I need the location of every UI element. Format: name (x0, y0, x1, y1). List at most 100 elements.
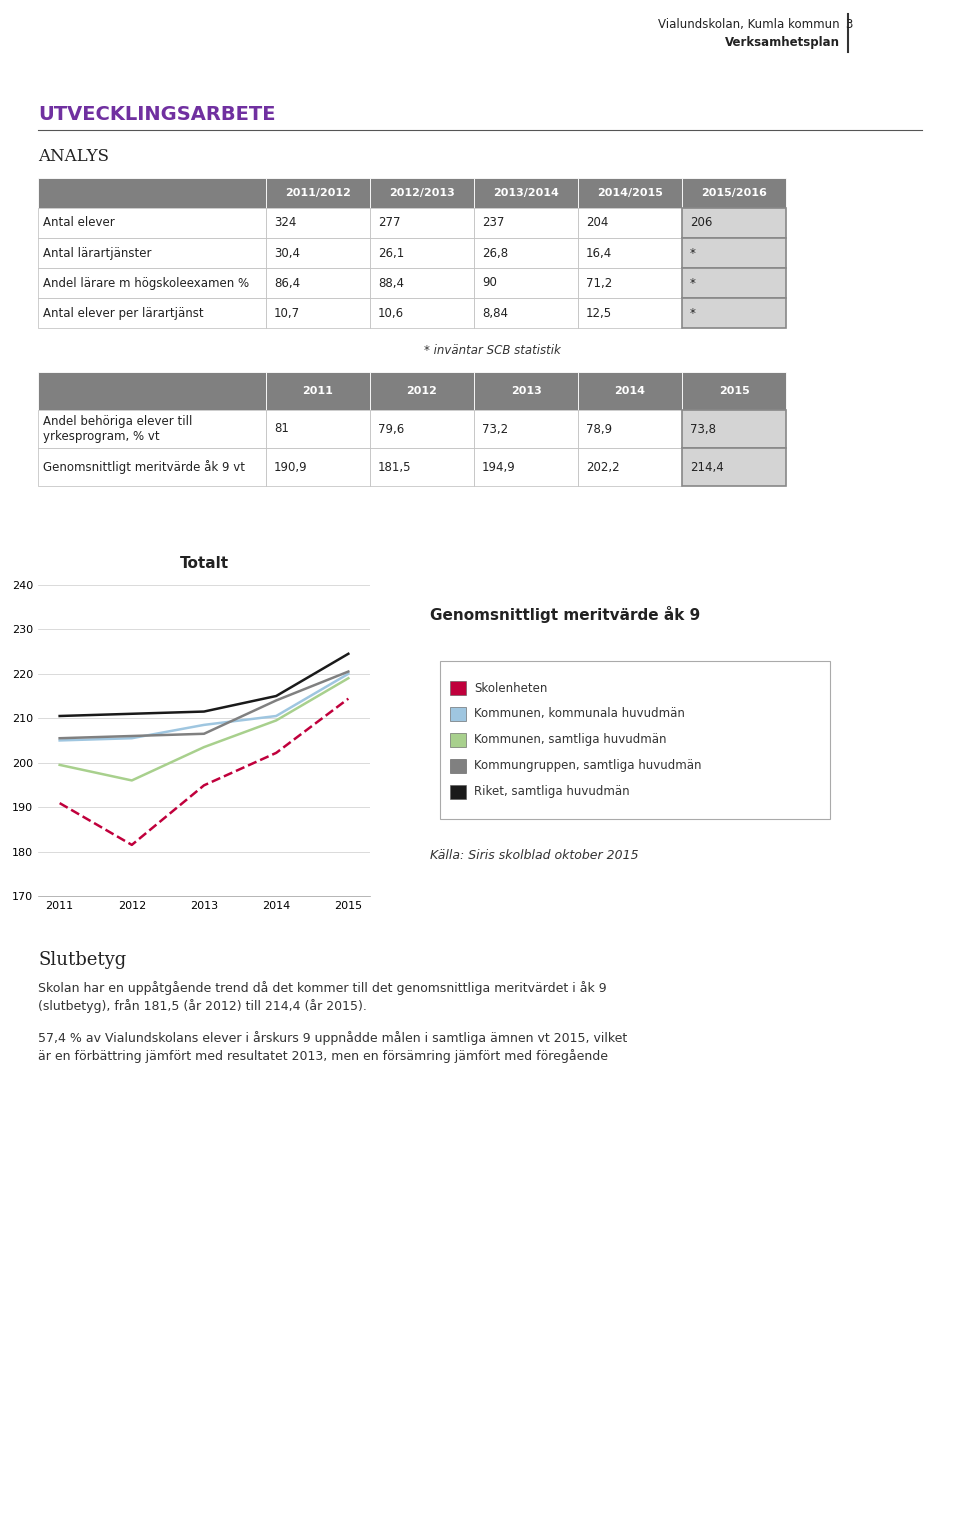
Text: 88,4: 88,4 (378, 276, 404, 290)
Text: 3: 3 (845, 18, 852, 30)
Bar (450, 707, 466, 721)
Text: 2011/2012: 2011/2012 (285, 187, 351, 198)
Text: 26,8: 26,8 (482, 247, 508, 259)
Text: 73,2: 73,2 (482, 422, 508, 436)
Bar (682, 238, 786, 268)
Bar (38, 448, 266, 486)
Bar (370, 268, 474, 299)
Text: 57,4 % av Vialundskolans elever i årskurs 9 uppnådde målen i samtliga ämnen vt 2: 57,4 % av Vialundskolans elever i årskur… (38, 1032, 627, 1045)
Text: 2014/2015: 2014/2015 (597, 187, 663, 198)
Bar (266, 178, 370, 207)
Bar (266, 238, 370, 268)
Bar (38, 372, 266, 410)
Bar (370, 207, 474, 238)
Text: *: * (690, 276, 696, 290)
Bar (474, 238, 578, 268)
Bar (38, 268, 266, 299)
Text: Andel behöriga elever till
yrkesprogram, % vt: Andel behöriga elever till yrkesprogram,… (43, 415, 192, 443)
Text: 79,6: 79,6 (378, 422, 404, 436)
Text: Kommunen, kommunala huvudmän: Kommunen, kommunala huvudmän (474, 707, 684, 721)
Text: 2014: 2014 (614, 386, 645, 396)
Text: 2015/2016: 2015/2016 (701, 187, 767, 198)
Bar (474, 410, 578, 448)
Text: 30,4: 30,4 (274, 247, 300, 259)
Bar (578, 207, 682, 238)
Text: 81: 81 (274, 422, 289, 436)
Text: 206: 206 (690, 216, 712, 230)
Bar (578, 178, 682, 207)
Text: 277: 277 (378, 216, 400, 230)
Text: 2013: 2013 (511, 386, 541, 396)
Text: 204: 204 (586, 216, 609, 230)
Text: 2011: 2011 (302, 386, 333, 396)
Bar (38, 178, 266, 207)
Text: Antal elever per lärartjänst: Antal elever per lärartjänst (43, 306, 204, 320)
Bar (38, 207, 266, 238)
Text: Riket, samtliga huvudmän: Riket, samtliga huvudmän (474, 785, 630, 799)
Bar (370, 178, 474, 207)
Text: Kommunen, samtliga huvudmän: Kommunen, samtliga huvudmän (474, 733, 666, 747)
Bar (578, 372, 682, 410)
Bar (682, 178, 786, 207)
Text: * inväntar SCB statistik: * inväntar SCB statistik (423, 344, 561, 357)
Bar (682, 268, 786, 299)
Bar (474, 268, 578, 299)
Bar (450, 681, 466, 695)
Text: *: * (690, 306, 696, 320)
Bar (682, 207, 786, 238)
Bar (578, 410, 682, 448)
Text: Genomsnittligt meritvärde åk 9 vt: Genomsnittligt meritvärde åk 9 vt (43, 460, 245, 474)
Bar (370, 238, 474, 268)
Text: 16,4: 16,4 (586, 247, 612, 259)
Bar (682, 372, 786, 410)
Bar (38, 410, 266, 448)
Bar (266, 207, 370, 238)
Text: 10,6: 10,6 (378, 306, 404, 320)
Text: är en förbättring jämfört med resultatet 2013, men en försämring jämfört med för: är en förbättring jämfört med resultatet… (38, 1049, 608, 1062)
Text: 181,5: 181,5 (378, 460, 412, 474)
Text: 78,9: 78,9 (586, 422, 612, 436)
Bar (578, 299, 682, 328)
Bar (370, 410, 474, 448)
Text: 2015: 2015 (719, 386, 750, 396)
Bar (266, 268, 370, 299)
Text: UTVECKLINGSARBETE: UTVECKLINGSARBETE (38, 105, 276, 123)
Text: 2013/2014: 2013/2014 (493, 187, 559, 198)
Text: 190,9: 190,9 (274, 460, 307, 474)
Bar (682, 410, 786, 448)
Bar (38, 238, 266, 268)
Text: Antal elever: Antal elever (43, 216, 115, 230)
Bar (440, 661, 830, 818)
Text: Skolan har en uppåtgående trend då det kommer till det genomsnittliga meritvärde: Skolan har en uppåtgående trend då det k… (38, 981, 607, 995)
Bar (450, 733, 466, 747)
Title: Totalt: Totalt (180, 556, 228, 570)
Bar (578, 238, 682, 268)
Text: 2012: 2012 (407, 386, 438, 396)
Text: Andel lärare m högskoleexamen %: Andel lärare m högskoleexamen % (43, 276, 250, 290)
Bar (474, 372, 578, 410)
Text: 237: 237 (482, 216, 504, 230)
Bar (370, 299, 474, 328)
Text: 12,5: 12,5 (586, 306, 612, 320)
Bar (370, 448, 474, 486)
Bar (450, 785, 466, 799)
Bar (474, 178, 578, 207)
Text: 2012/2013: 2012/2013 (389, 187, 455, 198)
Text: 86,4: 86,4 (274, 276, 300, 290)
Text: 324: 324 (274, 216, 297, 230)
Bar (474, 299, 578, 328)
Text: 10,7: 10,7 (274, 306, 300, 320)
Text: Källa: Siris skolblad oktober 2015: Källa: Siris skolblad oktober 2015 (430, 849, 638, 863)
Text: Skolenheten: Skolenheten (474, 681, 547, 695)
Bar (474, 448, 578, 486)
Bar (578, 268, 682, 299)
Text: 90: 90 (482, 276, 497, 290)
Text: Verksamhetsplan: Verksamhetsplan (725, 37, 840, 49)
Text: 214,4: 214,4 (690, 460, 724, 474)
Text: (slutbetyg), från 181,5 (år 2012) till 214,4 (år 2015).: (slutbetyg), från 181,5 (år 2012) till 2… (38, 1000, 367, 1013)
Text: 8,84: 8,84 (482, 306, 508, 320)
Text: Vialundskolan, Kumla kommun: Vialundskolan, Kumla kommun (659, 18, 840, 30)
Bar (578, 448, 682, 486)
Bar (266, 448, 370, 486)
Text: Genomsnittligt meritvärde åk 9: Genomsnittligt meritvärde åk 9 (430, 607, 700, 623)
